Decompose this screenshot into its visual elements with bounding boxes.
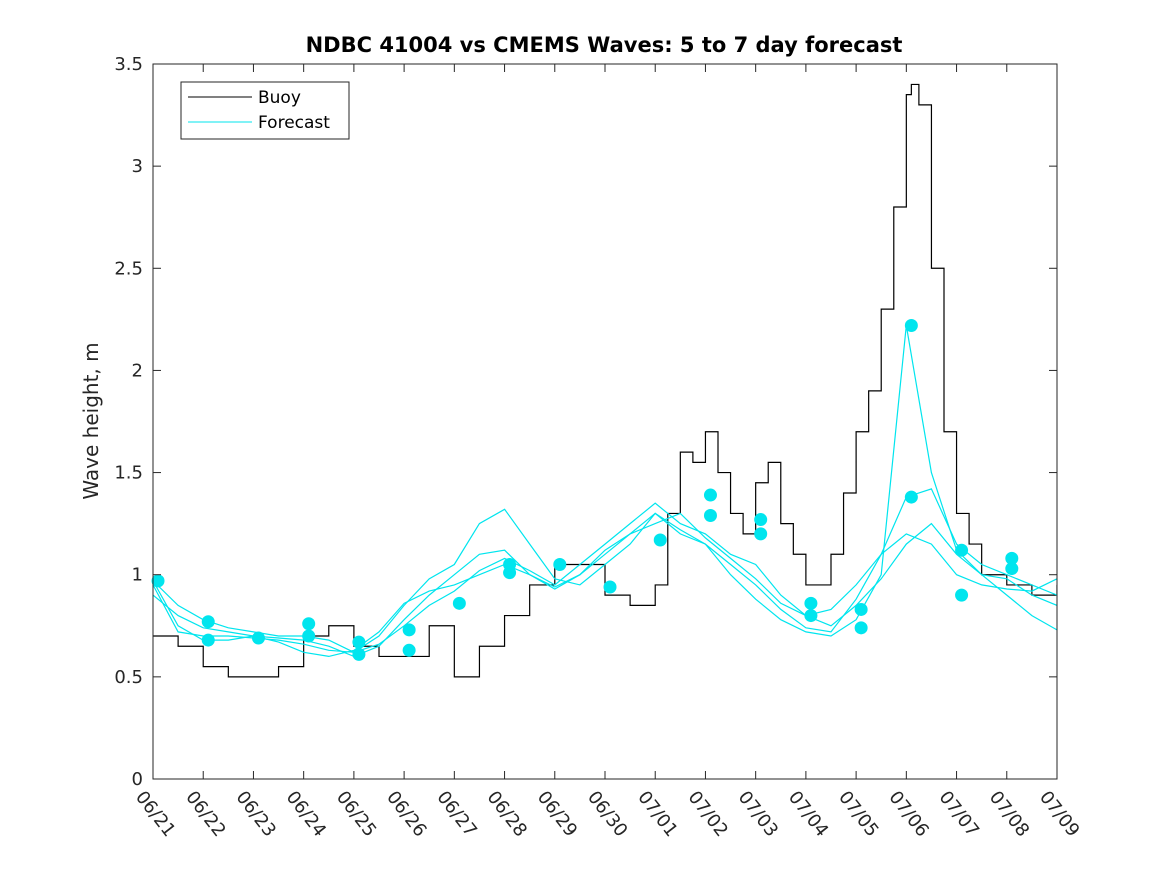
forecast-marker (201, 633, 215, 647)
y-tick-label: 3 (132, 156, 143, 177)
forecast-marker (402, 623, 416, 637)
forecast-marker (352, 635, 366, 649)
forecast-marker (955, 543, 969, 557)
forecast-marker (352, 647, 366, 661)
forecast-marker (955, 588, 969, 602)
y-tick-label: 3.5 (114, 54, 143, 75)
y-tick-label: 1.5 (114, 463, 143, 484)
y-tick-label: 2 (132, 360, 143, 381)
forecast-marker (754, 527, 768, 541)
forecast-marker (854, 602, 868, 616)
forecast-marker (553, 558, 567, 571)
forecast-marker (854, 621, 868, 635)
y-tick-label: 0.5 (114, 667, 143, 688)
forecast-series-line-4 (153, 512, 1057, 658)
y-tick-label: 1 (132, 565, 143, 586)
forecast-marker (251, 631, 265, 645)
forecast-marker (703, 488, 717, 502)
forecast-marker (904, 490, 918, 504)
forecast-marker (201, 615, 215, 629)
forecast-marker (804, 596, 818, 610)
forecast-marker (503, 566, 517, 580)
forecast-marker (151, 574, 165, 588)
legend-buoy-label: Buoy (258, 88, 301, 108)
forecast-marker (402, 643, 416, 657)
forecast-marker (703, 508, 717, 522)
forecast-marker (653, 533, 667, 547)
legend: Buoy Forecast (180, 81, 350, 140)
forecast-marker (904, 318, 918, 332)
forecast-marker (754, 513, 768, 527)
forecast-marker (1005, 562, 1019, 576)
legend-forecast-label: Forecast (258, 113, 330, 133)
forecast-marker (603, 580, 617, 594)
forecast-marker (452, 596, 466, 610)
buoy-series-line (153, 83, 1057, 678)
forecast-marker (302, 617, 316, 631)
y-tick-label: 0 (132, 769, 143, 790)
forecast-marker (302, 629, 316, 643)
legend-box (180, 81, 350, 140)
chart-title: NDBC 41004 vs CMEMS Waves: 5 to 7 day fo… (306, 33, 903, 57)
y-tick-label: 2.5 (114, 258, 143, 279)
y-axis-label: Wave height, m (79, 342, 103, 499)
forecast-marker (804, 609, 818, 623)
forecast-marker-layer (151, 318, 1019, 661)
forecast-marker (1005, 551, 1019, 565)
